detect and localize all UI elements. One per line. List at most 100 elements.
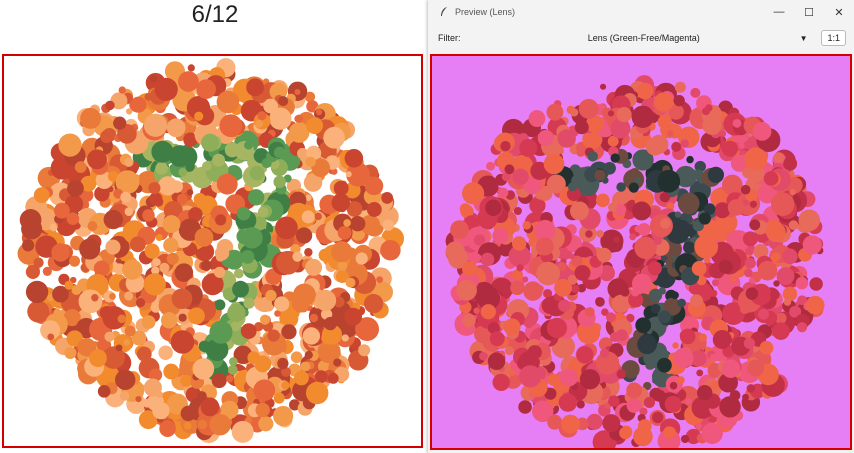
plate-dot — [53, 202, 70, 219]
plate-dot — [634, 236, 657, 260]
zoom-1to1-button[interactable]: 1:1 — [821, 30, 846, 46]
plate-dot — [257, 206, 269, 218]
plate-dot — [87, 221, 98, 232]
plate-dot — [233, 268, 244, 279]
plate-dot — [501, 172, 511, 182]
plate-dot — [317, 360, 331, 373]
plate-dot — [295, 227, 313, 244]
plate-dot — [719, 396, 741, 418]
plate-dot — [671, 291, 679, 300]
plate-dot — [654, 194, 662, 202]
plate-dot — [674, 81, 686, 93]
plate-dot — [771, 252, 781, 262]
maximize-button[interactable]: ☐ — [804, 6, 814, 19]
plate-dot — [171, 288, 193, 310]
plate-dot — [599, 348, 610, 358]
plate-dot — [744, 147, 768, 171]
plate-dot — [757, 183, 778, 204]
plate-dot — [309, 313, 319, 323]
plate-dot — [632, 149, 654, 171]
plate-dot — [303, 173, 323, 192]
plate-dot — [691, 261, 707, 276]
plate-dot — [158, 345, 173, 361]
plate-dot — [122, 259, 143, 280]
plate-dot — [158, 176, 178, 196]
plate-dot — [188, 207, 203, 222]
filter-select[interactable]: Lens (Green-Free/Magenta) ▼ — [488, 28, 821, 48]
plate-dot — [64, 346, 77, 359]
plate-dot — [747, 165, 765, 183]
plate-dot — [698, 212, 711, 225]
plate-dot — [546, 174, 566, 194]
plate-dot — [675, 165, 697, 188]
plate-dot — [159, 420, 176, 437]
plate-dot — [522, 221, 532, 230]
plate-dot — [480, 304, 497, 320]
plate-dot — [742, 393, 749, 401]
plate-dot — [613, 236, 620, 243]
minimize-button[interactable]: — — [773, 6, 785, 18]
plate-dot — [527, 345, 542, 360]
plate-dot — [178, 313, 187, 322]
plate-dot — [209, 413, 231, 436]
plate-dot — [124, 325, 136, 337]
plate-dot — [722, 174, 743, 196]
plate-dot — [305, 381, 329, 405]
plate-dot — [694, 160, 707, 173]
plate-dot — [315, 108, 323, 116]
preview-window: Preview (Lens) — ☐ ✕ Filter: Lens (Green… — [428, 0, 854, 453]
plate-dot — [64, 280, 74, 290]
plate-dot — [773, 152, 784, 163]
plate-dot — [274, 310, 281, 317]
plate-dot — [216, 90, 240, 114]
plate-dot — [634, 176, 641, 184]
plate-dot — [696, 369, 704, 377]
plate-dot — [683, 241, 696, 254]
plate-dot — [748, 277, 756, 284]
plate-dot — [263, 98, 279, 114]
plate-dot — [523, 176, 543, 195]
plate-dot — [714, 202, 731, 219]
plate-dot — [657, 357, 672, 373]
plate-dot — [460, 204, 474, 219]
plate-dot — [355, 317, 380, 342]
plate-dot — [333, 180, 349, 196]
plate-dot — [727, 199, 745, 216]
plate-dot — [344, 148, 364, 168]
plate-dot — [663, 426, 676, 439]
plate-dot — [782, 286, 798, 302]
plate-dot — [323, 126, 345, 149]
plate-dot — [67, 180, 84, 197]
plate-dot — [579, 369, 601, 390]
plate-dot — [568, 253, 575, 260]
plate-dot — [669, 381, 678, 390]
plate-dot — [306, 117, 324, 135]
plate-dot — [685, 398, 692, 405]
title-bar[interactable]: Preview (Lens) — ☐ ✕ — [428, 0, 854, 24]
plate-dot — [576, 320, 601, 345]
plate-dot — [473, 253, 482, 262]
plate-dot — [746, 384, 756, 393]
plate-dot — [87, 149, 107, 170]
plate-dot — [254, 322, 264, 332]
plate-dot — [719, 130, 727, 137]
plate-dot — [235, 172, 243, 180]
plate-dot — [293, 283, 316, 307]
plate-dot — [753, 244, 769, 260]
plate-dot — [376, 276, 384, 284]
plate-dot — [317, 340, 341, 364]
plate-dot — [718, 259, 733, 274]
close-button[interactable]: ✕ — [834, 6, 844, 19]
plate-dot — [345, 171, 352, 178]
plate-dot — [546, 373, 559, 386]
plate-dot — [570, 201, 589, 221]
plate-dot — [607, 110, 615, 117]
plate-dot — [264, 302, 274, 312]
plate-dot — [711, 279, 720, 287]
plate-dot — [301, 210, 315, 224]
plate-dot — [798, 209, 821, 232]
plate-dot — [474, 325, 492, 344]
plate-dot — [249, 165, 265, 181]
plate-dot — [261, 157, 272, 169]
plate-dot — [782, 248, 798, 265]
